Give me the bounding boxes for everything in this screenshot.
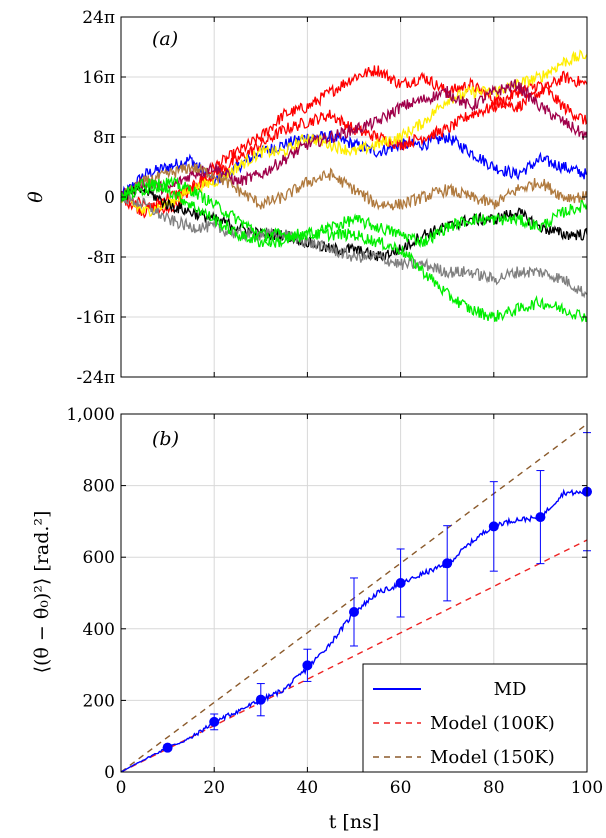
md-point [162, 742, 173, 753]
series-a [120, 49, 588, 323]
trajectory-line [120, 163, 588, 211]
y-tick-label-b: 0 [104, 763, 115, 783]
trajectory-line [120, 175, 588, 323]
legend-label: MD [494, 679, 527, 700]
series-b [120, 423, 592, 773]
md-point [255, 694, 266, 705]
x-axis-label-b: t [ns] [329, 811, 380, 833]
ticks-a: 24π 16π 8π 0 -8π -16π -24π [76, 8, 588, 388]
y-tick-label-a: -24π [76, 368, 115, 388]
panel-b: 0 20 40 60 80 100 0 200 400 600 800 1,000 (b) ⟨(θ −… [31, 405, 603, 833]
x-tick-label-b: 20 [203, 778, 225, 798]
legend-box [362, 663, 588, 773]
grid-a [121, 17, 587, 377]
x-tick-label-b: 100 [571, 778, 603, 798]
y-tick-label-a: 24π [82, 8, 115, 28]
panel-label-b: (b) [152, 428, 179, 450]
trajectory-line [120, 178, 588, 249]
model-line [120, 539, 588, 773]
y-tick-label-b: 200 [83, 691, 115, 711]
md-point [442, 558, 453, 569]
legend: MD Model (100K) Model (150K) [362, 663, 588, 773]
legend-label: Model (100K) [430, 713, 555, 734]
y-tick-label-b: 400 [83, 620, 115, 640]
md-point [395, 577, 406, 588]
y-tick-label-b: 800 [83, 477, 115, 497]
trajectory-line [120, 193, 588, 299]
y-tick-label-a: 0 [104, 188, 115, 208]
trajectory-line [120, 49, 588, 218]
y-axis-label-a: θ [25, 191, 47, 203]
legend-items: MD Model (100K) Model (150K) [373, 679, 555, 768]
x-tick-label-b: 60 [390, 778, 412, 798]
y-tick-label-a: -8π [87, 248, 115, 268]
y-tick-label-b: 600 [83, 548, 115, 568]
y-tick-label-a: -16π [76, 308, 115, 328]
panel-label-a: (a) [152, 28, 178, 50]
plot-frame-b [120, 413, 588, 773]
y-axis-label-b: ⟨(θ − θ₀)²⟩ [rad.²] [31, 511, 53, 674]
md-point [349, 606, 359, 617]
ticks-b: 0 20 40 60 80 100 0 200 400 600 800 1,000 [66, 405, 603, 798]
legend-label: Model (150K) [430, 747, 555, 768]
md-point [302, 660, 313, 671]
trajectory-line [120, 79, 588, 202]
y-tick-label-a: 16π [82, 68, 115, 88]
trajectory-line [120, 80, 588, 215]
md-point [535, 512, 546, 523]
md-point [488, 521, 499, 532]
y-tick-label-b: 1,000 [66, 405, 115, 425]
y-tick-label-a: 8π [93, 128, 115, 148]
panel-a: 24π 16π 8π 0 -8π -16π -24π (a) θ [25, 8, 588, 388]
x-tick-label-b: 40 [297, 778, 319, 798]
trajectory-line [120, 130, 588, 199]
md-point [209, 716, 220, 727]
x-tick-label-b: 0 [116, 778, 127, 798]
x-tick-label-b: 80 [483, 778, 505, 798]
